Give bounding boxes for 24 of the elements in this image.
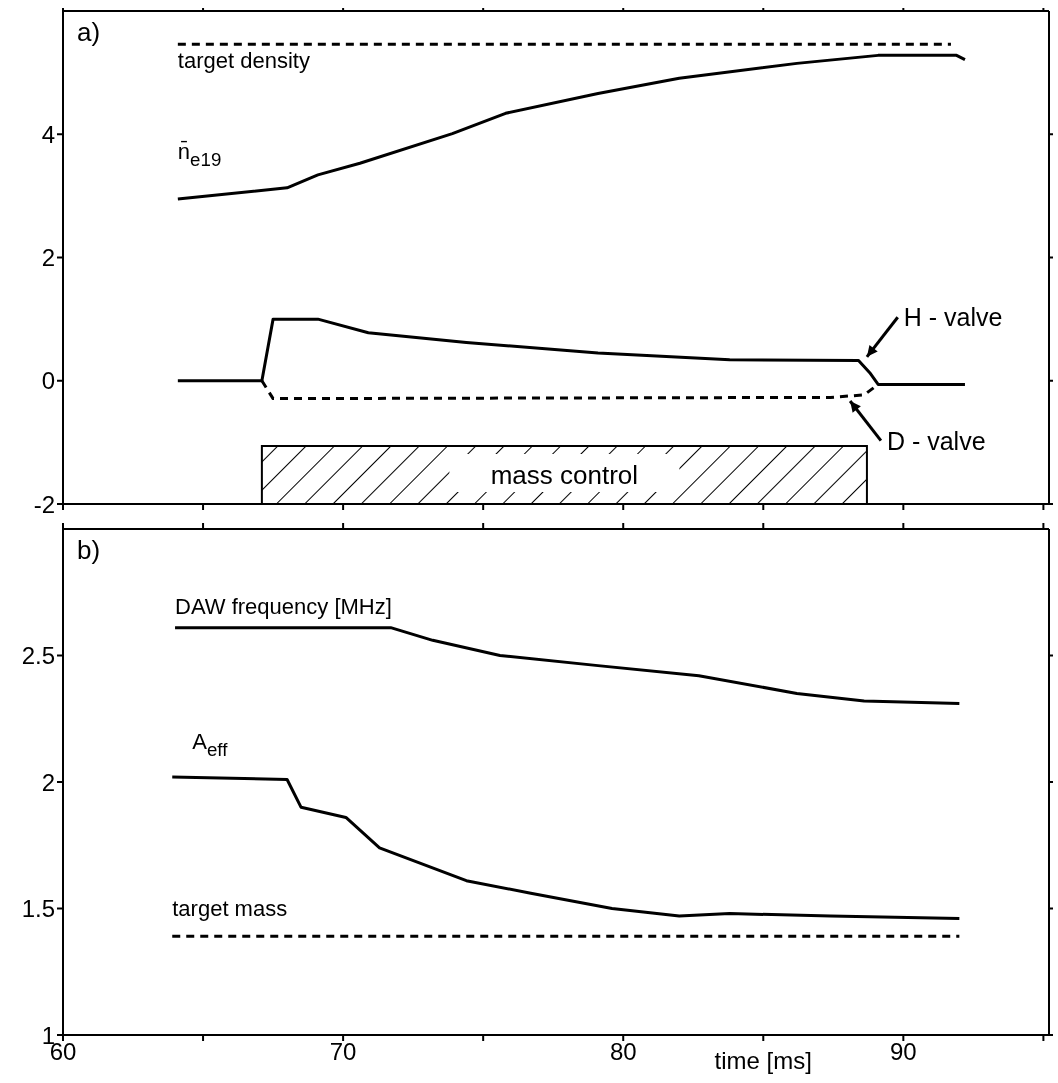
y-tick-label: 0 <box>41 367 55 395</box>
line-series <box>170 775 961 921</box>
series-label: target density <box>177 48 310 74</box>
x-tick-label: 80 <box>609 1038 637 1066</box>
annotation: b) <box>77 535 101 565</box>
annotation: D - valve <box>886 426 986 455</box>
series-label: n̄$_{e19}$ <box>177 138 222 170</box>
y-tick-label: 2 <box>41 244 55 272</box>
y-tick-label: 2 <box>41 768 55 796</box>
y-tick-label: -2 <box>33 490 55 518</box>
series-label: DAW frequency [MHz] <box>175 593 392 619</box>
x-axis-title: time [ms] <box>714 1047 812 1074</box>
x-tick-label: 70 <box>329 1038 357 1066</box>
series-label: target mass <box>172 896 288 922</box>
line-series <box>176 53 967 201</box>
y-tick-label: 1.5 <box>21 895 55 923</box>
y-tick-label: 4 <box>41 120 55 148</box>
annotation: a) <box>77 17 101 47</box>
x-tick-label: 90 <box>889 1038 917 1066</box>
y-tick-label: 2.5 <box>21 642 55 670</box>
annotation: H - valve <box>903 303 1003 332</box>
band-label: mass control <box>490 460 639 490</box>
line-series <box>173 626 961 706</box>
series-label: A$_{eff}$ <box>192 728 229 760</box>
